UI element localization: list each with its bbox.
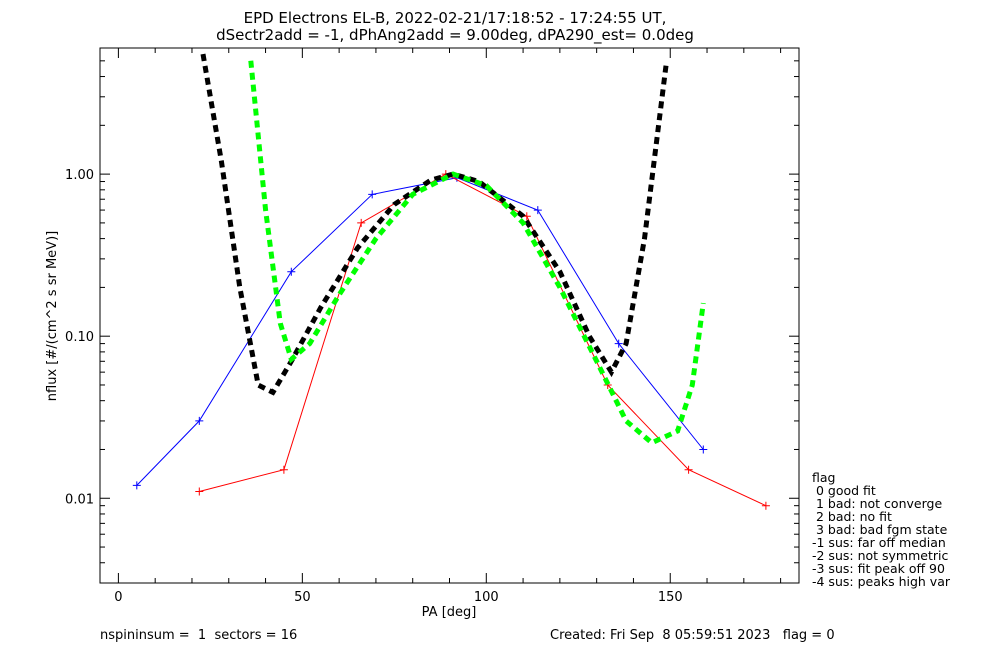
- series-line-3: [248, 60, 706, 446]
- legend-entry: 2 bad: no fit: [812, 509, 892, 524]
- x-tick-label: 150: [658, 590, 683, 605]
- legend-entry: 0 good fit: [812, 483, 876, 498]
- legend-entry: -4 sus: peaks high var: [812, 574, 951, 589]
- legend-entry: 3 bad: bad fgm state: [812, 522, 948, 537]
- data-point: [195, 487, 204, 496]
- legend-entry: -3 sus: fit peak off 90: [812, 561, 945, 576]
- legend-title: flag: [812, 470, 835, 485]
- data-point: [614, 339, 623, 348]
- y-tick-label: 1.00: [65, 168, 94, 183]
- y-axis-label: nflux [#/(cm^2 s sr MeV)]: [45, 231, 60, 401]
- series-line-1: [199, 173, 767, 507]
- footer-created: Created: Fri Sep 8 05:59:51 2023 flag = …: [550, 628, 835, 643]
- chart-subtitle: dSectr2add = -1, dPhAng2add = 9.00deg, d…: [216, 26, 694, 45]
- chart-title: EPD Electrons EL-B, 2022-02-21/17:18:52 …: [244, 9, 667, 27]
- legend-entry: -2 sus: not symmetric: [812, 548, 948, 563]
- data-point: [533, 206, 542, 215]
- data-point: [761, 501, 770, 510]
- plot-frame: [99, 47, 800, 584]
- x-axis-label: PA [deg]: [422, 605, 477, 620]
- data-point: [279, 465, 288, 474]
- legend-entry: -1 sus: far off median: [812, 535, 946, 550]
- plot-marks: [132, 53, 770, 510]
- data-point: [287, 267, 296, 276]
- data-point: [699, 445, 708, 454]
- x-tick-label: 100: [474, 590, 499, 605]
- x-tick-label: 0: [114, 590, 122, 605]
- data-point: [195, 416, 204, 425]
- data-point: [132, 481, 141, 490]
- legend-entry: 1 bad: not converge: [812, 496, 942, 511]
- data-point: [357, 218, 366, 227]
- series-line-2: [200, 53, 670, 396]
- data-point: [684, 465, 693, 474]
- series-line-0: [136, 177, 704, 486]
- data-point: [368, 190, 377, 199]
- footer-settings: nspininsum = 1 sectors = 16: [100, 628, 297, 643]
- y-tick-label: 0.10: [65, 330, 94, 345]
- x-tick-label: 50: [294, 590, 311, 605]
- axis-ticks: 0 50 100 150 0.01 0.10 1.00: [65, 47, 799, 605]
- y-tick-label: 0.01: [65, 492, 94, 507]
- flag-legend: flag 0 good fit 1 bad: not converge 2 ba…: [812, 470, 951, 589]
